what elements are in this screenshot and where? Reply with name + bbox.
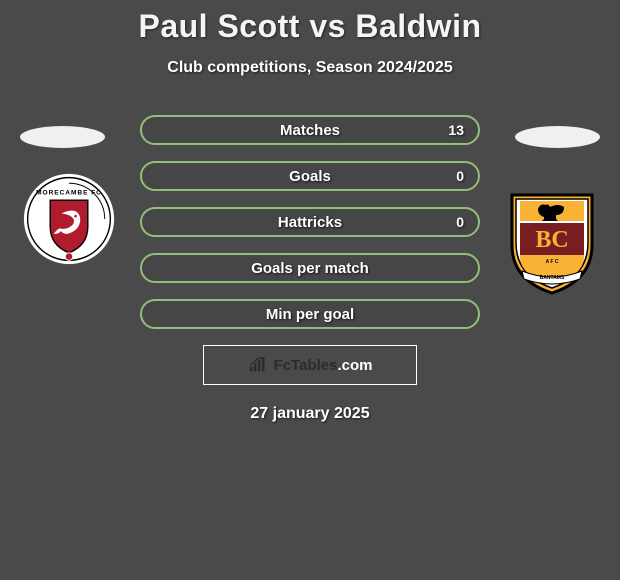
svg-text:BC: BC bbox=[535, 227, 568, 253]
subtitle: Club competitions, Season 2024/2025 bbox=[0, 59, 620, 77]
svg-text:MORECAMBE FC: MORECAMBE FC bbox=[36, 190, 102, 197]
bradford-crest-icon: BC A F C BANTAMS bbox=[502, 185, 602, 295]
chart-icon bbox=[248, 357, 268, 373]
svg-text:BANTAMS: BANTAMS bbox=[540, 275, 565, 281]
stat-right-value: 0 bbox=[456, 168, 464, 184]
stat-row-goals: Goals 0 bbox=[140, 161, 480, 191]
stat-right-value: 0 bbox=[456, 214, 464, 230]
brand-text: FcTables.com bbox=[274, 357, 373, 374]
date-text: 27 january 2025 bbox=[0, 405, 620, 423]
stat-label: Matches bbox=[280, 122, 340, 139]
stat-label: Min per goal bbox=[266, 306, 354, 323]
branding-box: FcTables.com bbox=[203, 345, 417, 385]
svg-text:A F C: A F C bbox=[546, 259, 559, 265]
stat-row-min-per-goal: Min per goal bbox=[140, 299, 480, 329]
stat-row-goals-per-match: Goals per match bbox=[140, 253, 480, 283]
stat-right-value: 13 bbox=[448, 122, 464, 138]
brand-name-light: .com bbox=[337, 357, 372, 374]
stat-row-matches: Matches 13 bbox=[140, 115, 480, 145]
player-left-photo bbox=[20, 126, 105, 148]
crest-right: BC A F C BANTAMS bbox=[502, 190, 602, 290]
page-title: Paul Scott vs Baldwin bbox=[0, 8, 620, 45]
stat-label: Goals bbox=[289, 168, 331, 185]
stats-list: Matches 13 Goals 0 Hattricks 0 Goals per… bbox=[140, 115, 480, 329]
stat-label: Hattricks bbox=[278, 214, 342, 231]
player-right-photo bbox=[515, 126, 600, 148]
crest-left: MORECAMBE FC bbox=[22, 172, 116, 266]
brand-name-dark: FcTables bbox=[274, 357, 338, 374]
stat-row-hattricks: Hattricks 0 bbox=[140, 207, 480, 237]
stat-label: Goals per match bbox=[251, 260, 369, 277]
morecambe-crest-icon: MORECAMBE FC bbox=[22, 172, 116, 266]
